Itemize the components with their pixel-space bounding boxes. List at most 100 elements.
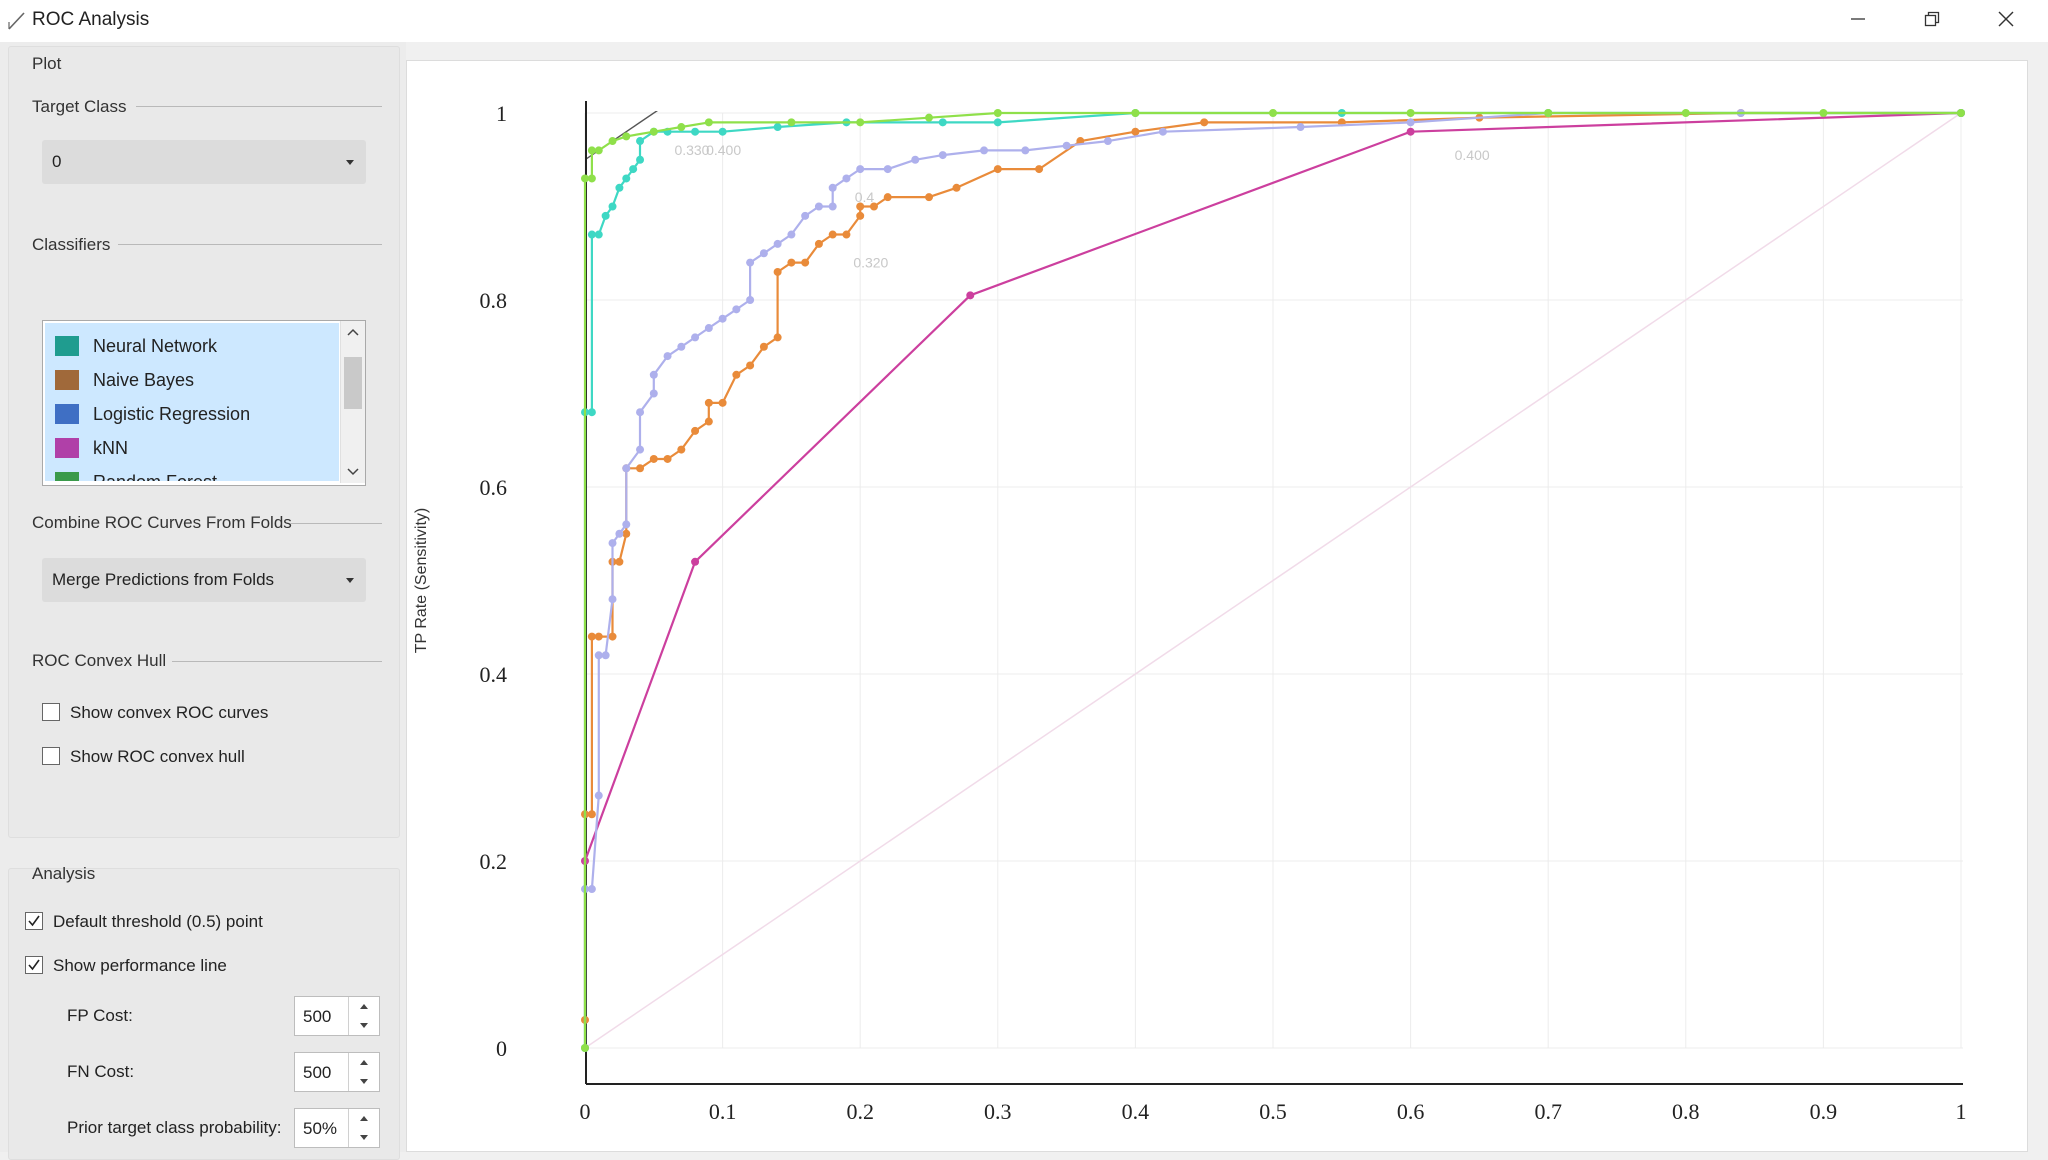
roc-point — [594, 146, 603, 155]
spin-down-button[interactable] — [349, 1072, 379, 1091]
roc-point — [1131, 127, 1140, 136]
roc-point — [828, 183, 837, 192]
roc-point — [691, 557, 700, 566]
roc-point — [952, 183, 961, 192]
roc-point — [587, 408, 596, 417]
color-swatch — [55, 404, 79, 424]
x-tick-label: 0.6 — [1397, 1099, 1425, 1124]
checkbox-box[interactable] — [42, 703, 60, 721]
target-class-value: 0 — [52, 152, 62, 171]
checkbox-label: Show performance line — [53, 956, 227, 975]
roc-point — [732, 305, 741, 314]
roc-point — [601, 651, 610, 660]
fp-cost-value: 500 — [303, 1007, 332, 1026]
roc-point — [842, 174, 851, 183]
roc-plot-area[interactable]: 0 0.1 0.2 0.3 0.4 0.5 0.6 0.7 0.8 0.9 1 0 0.2 0.4 0.6 0… — [406, 60, 2028, 1152]
roc-point — [993, 109, 1002, 117]
roc-point — [601, 211, 610, 220]
classifier-list[interactable]: Neural Network Naive Bayes Logistic Regr… — [42, 320, 366, 486]
roc-point — [608, 202, 617, 211]
roc-point — [787, 118, 796, 127]
roc-point — [594, 230, 603, 239]
arrow-up-icon — [360, 1004, 368, 1009]
scroll-down-button[interactable] — [341, 461, 365, 483]
roc-point — [594, 791, 603, 800]
roc-point — [615, 183, 624, 192]
roc-point — [615, 529, 624, 538]
roc-point — [911, 155, 920, 164]
spin-down-button[interactable] — [349, 1016, 379, 1035]
roc-point — [759, 249, 768, 258]
roc-point — [787, 230, 796, 239]
roc-point — [856, 165, 865, 174]
list-item[interactable]: Naive Bayes — [45, 363, 339, 397]
y-tick-label: 0.8 — [480, 288, 508, 313]
roc-point — [704, 398, 713, 407]
prior-probability-value: 50% — [303, 1119, 338, 1138]
target-class-label: Target Class — [32, 97, 127, 116]
spin-up-button[interactable] — [349, 1053, 379, 1072]
roc-point — [1681, 109, 1690, 117]
list-item[interactable]: Logistic Regression — [45, 397, 339, 431]
checkbox-box[interactable] — [25, 956, 43, 974]
scroll-thumb[interactable] — [344, 357, 362, 409]
roc-point — [636, 408, 645, 417]
fn-cost-label: FN Cost: — [67, 1062, 135, 1081]
roc-point — [1406, 118, 1415, 127]
prior-probability-spinbox[interactable]: 50% — [294, 1108, 380, 1148]
checkbox-box[interactable] — [25, 912, 43, 930]
checkbox-box[interactable] — [42, 747, 60, 765]
y-tick-label: 0 — [496, 1036, 507, 1061]
classifier-name: Neural Network — [93, 336, 218, 356]
checkmark-icon — [28, 959, 40, 971]
x-tick-label: 1 — [1956, 1099, 1967, 1124]
list-scrollbar[interactable] — [340, 321, 365, 483]
restore-button[interactable] — [1896, 0, 1968, 42]
spin-up-button[interactable] — [349, 997, 379, 1016]
threshold-annotation: 0.320 — [853, 254, 888, 270]
classifier-name: Logistic Regression — [93, 404, 251, 424]
combine-combo[interactable]: Merge Predictions from Folds — [42, 558, 366, 602]
roc-point — [649, 370, 658, 379]
roc-point — [856, 118, 865, 127]
fp-cost-spinbox[interactable]: 500 — [294, 996, 380, 1036]
minimize-icon — [1850, 11, 1866, 32]
roc-point — [608, 632, 617, 641]
minimize-button[interactable] — [1822, 0, 1894, 42]
roc-point — [1819, 109, 1828, 117]
scroll-up-button[interactable] — [341, 321, 365, 343]
list-item[interactable]: Random Forest — [45, 465, 339, 481]
roc-point — [787, 258, 796, 267]
roc-point — [1062, 141, 1071, 150]
chevron-up-icon — [347, 323, 359, 341]
spin-down-button[interactable] — [349, 1128, 379, 1147]
roc-point — [1200, 118, 1209, 127]
roc-point — [925, 113, 933, 122]
chevron-down-icon — [346, 160, 354, 165]
fn-cost-value: 500 — [303, 1063, 332, 1082]
divider — [136, 106, 382, 107]
window-title: ROC Analysis — [32, 9, 150, 30]
classifier-name: Naive Bayes — [93, 370, 195, 390]
target-class-combo[interactable]: 0 — [42, 140, 366, 184]
roc-point — [1544, 109, 1553, 117]
analysis-section-title: Analysis — [32, 864, 96, 883]
close-button[interactable] — [1970, 0, 2042, 42]
y-axis-label: TP Rate (Sensitivity) — [413, 508, 430, 654]
list-item[interactable]: Neural Network — [45, 329, 339, 363]
roc-point — [1021, 146, 1030, 155]
roc-point — [1035, 165, 1044, 174]
spin-up-button[interactable] — [349, 1109, 379, 1128]
fn-cost-spinbox[interactable]: 500 — [294, 1052, 380, 1092]
spin-arrows — [348, 997, 379, 1035]
list-item[interactable]: kNN — [45, 431, 339, 465]
control-panel: Plot Target Class 0 Classifiers Neural N… — [0, 42, 406, 1160]
y-tick-label: 1 — [496, 101, 507, 126]
checkbox-label: Show ROC convex hull — [70, 747, 245, 766]
roc-point — [828, 202, 837, 211]
roc-point — [691, 426, 700, 435]
x-tick-label: 0.5 — [1259, 1099, 1287, 1124]
roc-point — [587, 230, 596, 239]
chevron-down-icon — [347, 463, 359, 481]
spin-arrows — [348, 1109, 379, 1147]
